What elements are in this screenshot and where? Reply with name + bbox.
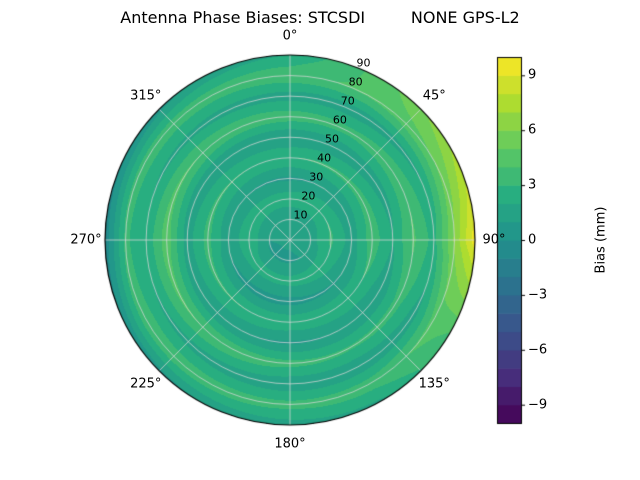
chart-title: Antenna Phase Biases: STCSDI NONE GPS-L2 <box>120 8 520 27</box>
colorbar-label: Bias (mm) <box>593 206 609 274</box>
